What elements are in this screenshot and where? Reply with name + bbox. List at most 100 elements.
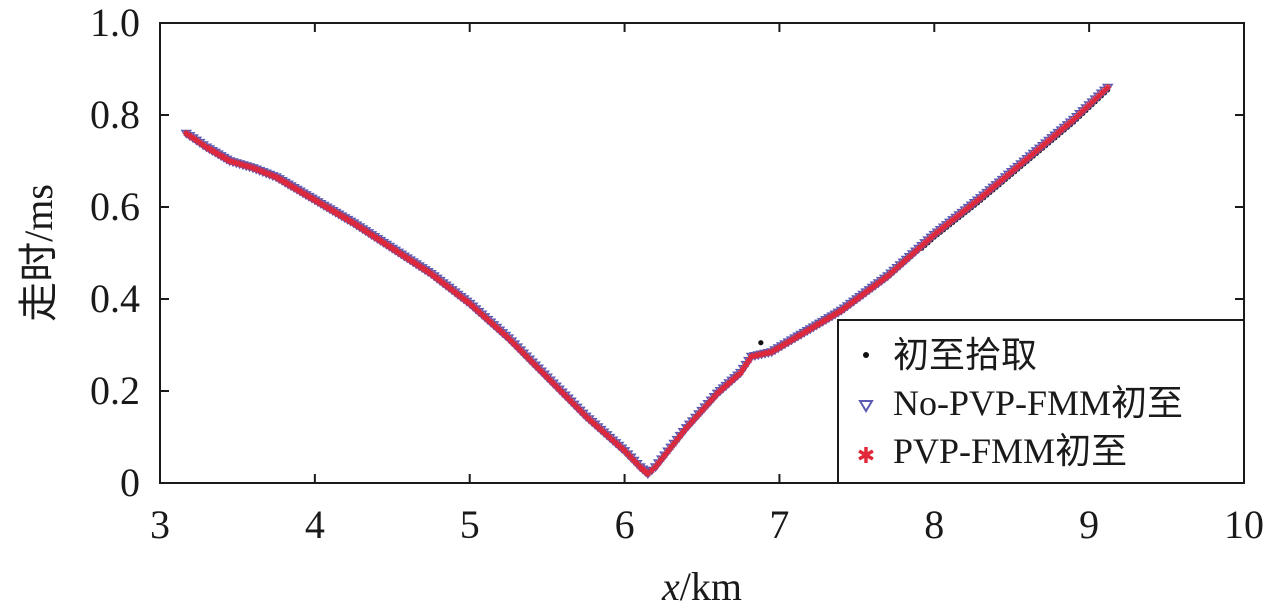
pvp-point (317, 200, 325, 208)
plot-frame (159, 22, 1245, 484)
pvp-point (644, 470, 652, 478)
pvp-point (490, 321, 498, 329)
pvp-point (794, 332, 802, 340)
pvp-point (618, 444, 626, 452)
pvp-point (278, 177, 286, 185)
pvp-point (359, 225, 367, 233)
x-axis-variable: x (661, 564, 680, 609)
pvp-point (695, 410, 703, 418)
pvp-point (1020, 157, 1028, 165)
pvp-point (302, 191, 310, 199)
pvp-point (445, 284, 453, 291)
pvp-point (421, 266, 429, 274)
pvp-point (837, 307, 845, 314)
pvp-point (840, 304, 848, 312)
pvp-point (1085, 101, 1093, 109)
pvp-point (537, 367, 545, 375)
pvp-point (630, 456, 638, 464)
pvp-point (217, 152, 225, 160)
pvp-point (1054, 129, 1062, 137)
pvp-point (249, 164, 257, 172)
pvp-point (504, 334, 512, 342)
pvp-point (686, 420, 694, 428)
pvp-point (853, 295, 861, 303)
pvp-point (1101, 86, 1109, 94)
pvp-point (555, 385, 563, 393)
pvp-point (269, 172, 277, 180)
pvp-point (284, 180, 292, 188)
pvp-point (1076, 110, 1084, 118)
pvp-point (1063, 121, 1071, 129)
pvp-point (819, 318, 827, 326)
pvp-point (199, 141, 207, 149)
pvp-point (974, 196, 982, 204)
pvp-point (534, 364, 542, 372)
pvp-point (385, 242, 393, 250)
legend-marker-no-pvp (858, 400, 874, 413)
pvp-point (1011, 165, 1019, 173)
pvp-point (256, 167, 264, 175)
pvp-point (186, 132, 194, 140)
pvp-point (591, 420, 599, 428)
pvp-point (513, 343, 521, 351)
pvp-point (364, 229, 372, 237)
pvp-point (719, 384, 727, 392)
pvp-point (293, 185, 301, 193)
pvp-point (475, 308, 483, 316)
pvp-point (1070, 116, 1078, 124)
pvp-point (214, 150, 222, 158)
pvp-point (778, 342, 786, 350)
pvp-point (299, 189, 307, 197)
pvp-point (341, 214, 349, 222)
pvp-point (893, 264, 901, 272)
pvp-point (761, 349, 769, 357)
pvp-point (606, 434, 614, 442)
pvp-point (828, 312, 836, 320)
pvp-point (478, 310, 486, 318)
y-tick-label: 0.6 (90, 184, 140, 229)
pvp-point (543, 373, 551, 381)
pvp-point (701, 403, 709, 411)
pvp-point (305, 193, 313, 201)
pvp-point (1042, 139, 1050, 147)
pvp-point (734, 371, 742, 379)
legend-marker-pvp: ✱ (857, 443, 875, 468)
pvp-point (335, 210, 343, 218)
pvp-point (1008, 168, 1016, 176)
pvp-point (582, 412, 590, 420)
pvp-point (742, 361, 750, 369)
pvp-point (189, 134, 197, 142)
pvp-point (847, 300, 855, 308)
pvp-point (585, 415, 593, 423)
pvp-point (1014, 163, 1022, 171)
pvp-point (347, 217, 355, 225)
pvp-point (516, 346, 524, 354)
pvp-point (579, 409, 587, 417)
pvp-point (427, 270, 435, 278)
pvp-point (1104, 83, 1112, 91)
pvp-point (463, 297, 471, 305)
pvp-point (457, 293, 465, 301)
pvp-point (716, 387, 724, 395)
pvp-point (774, 344, 782, 352)
pvp-point (1039, 142, 1047, 150)
pvp-point (758, 350, 766, 358)
pvp-point (232, 159, 240, 167)
pvp-point (576, 406, 584, 414)
pvp-point (670, 439, 678, 447)
pvp-point (570, 400, 578, 408)
pvp-point (603, 431, 611, 439)
pvp-point (338, 212, 346, 220)
pvp-point (448, 286, 456, 294)
pvp-point (850, 297, 858, 305)
pvp-point (320, 201, 328, 209)
pvp-point (382, 241, 390, 249)
pvp-point (220, 154, 228, 162)
legend-label-pick: 初至拾取 (893, 335, 1037, 375)
pvp-point (930, 231, 938, 239)
pvp-point (862, 288, 870, 296)
legend-label-pvp: PVP-FMM初至 (893, 431, 1127, 471)
pvp-point (725, 379, 733, 387)
axis-ticks: 3 4 5 6 7 8 9 10 0 0.2 0.4 0.6 0.8 1.0 (90, 0, 1264, 547)
pvp-point (809, 323, 817, 331)
